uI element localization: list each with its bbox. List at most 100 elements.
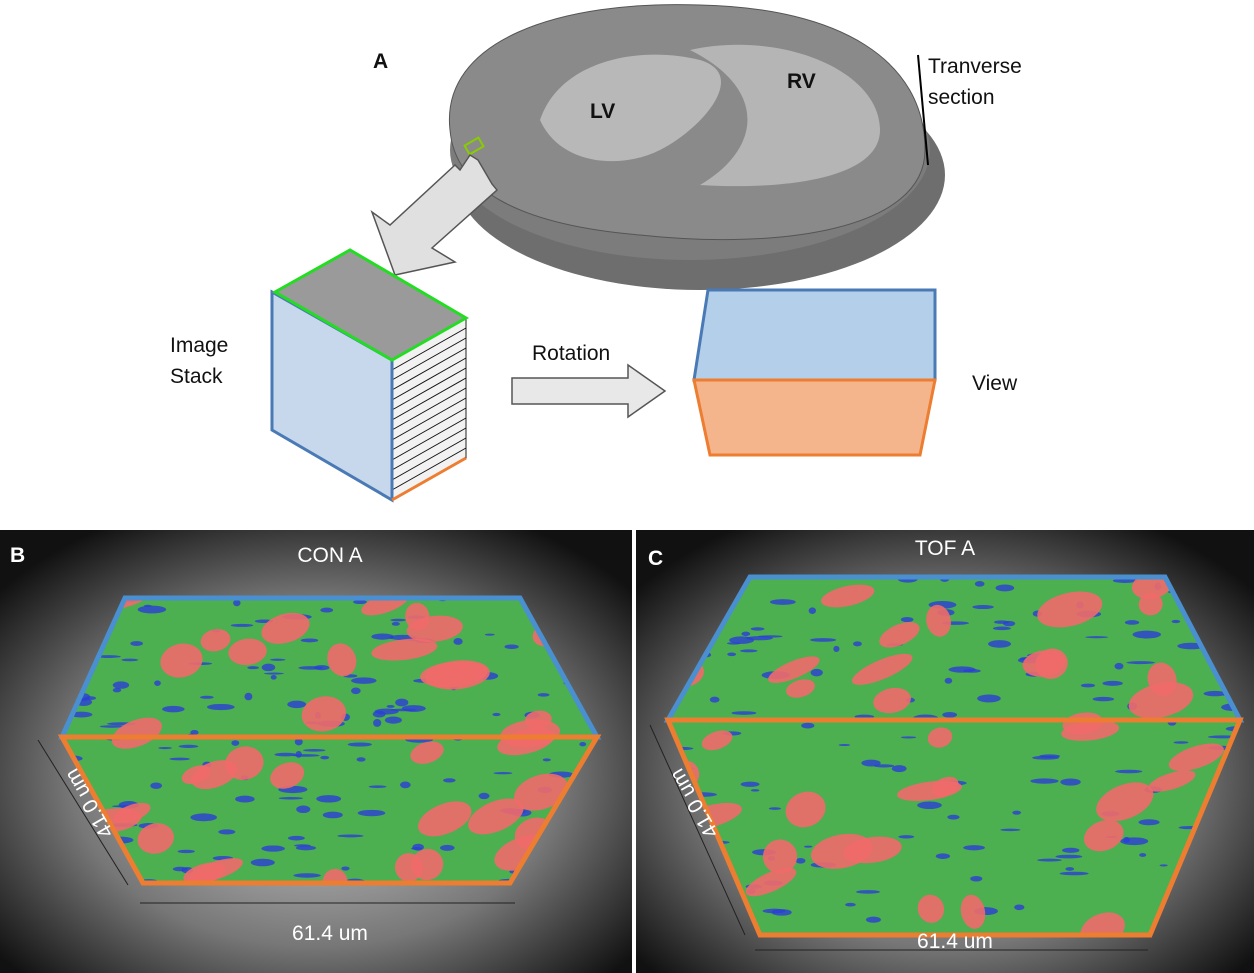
membrane-patch [443, 778, 455, 782]
membrane-patch [320, 608, 333, 613]
membrane-patch [341, 866, 349, 870]
membrane-patch [358, 810, 386, 816]
membrane-patch [144, 605, 152, 607]
membrane-patch [1030, 778, 1058, 783]
membrane-patch [400, 782, 411, 789]
rv-label: RV [787, 70, 816, 93]
membrane-patch [279, 797, 303, 800]
membrane-patch [288, 836, 305, 841]
membrane-patch [809, 607, 816, 614]
membrane-patch [392, 622, 400, 626]
membrane-patch [751, 627, 765, 630]
membrane-patch [351, 687, 361, 694]
membrane-patch [270, 659, 285, 661]
membrane-patch [178, 850, 195, 853]
membrane-patch [390, 619, 406, 622]
membrane-patch [804, 846, 813, 848]
membrane-patch [579, 742, 586, 746]
membrane-patch [294, 844, 311, 847]
membrane-patch [1000, 829, 1020, 831]
membrane-patch [769, 807, 781, 810]
membrane-patch [1115, 770, 1142, 773]
membrane-patch [856, 890, 880, 894]
membrane-patch [727, 652, 736, 656]
membrane-patch [801, 723, 814, 729]
membrane-patch [453, 638, 462, 645]
membrane-patch [942, 712, 957, 718]
membrane-patch [917, 801, 942, 809]
membrane-patch [200, 696, 214, 699]
page: A LV RV Tranverse section Image Stack Ro… [0, 0, 1254, 973]
membrane-patch [293, 873, 320, 877]
membrane-patch [1085, 636, 1108, 638]
figure: A LV RV Tranverse section Image Stack Ro… [0, 0, 1254, 973]
membrane-patch [796, 858, 806, 864]
membrane-patch [169, 758, 190, 761]
membrane-patch [121, 659, 138, 662]
membrane-patch [1059, 872, 1088, 875]
membrane-patch [247, 666, 259, 669]
membrane-patch [357, 757, 366, 761]
membrane-patch [1093, 697, 1114, 701]
membrane-patch [298, 666, 323, 670]
membrane-patch [1102, 681, 1122, 686]
membrane-patch [810, 638, 836, 642]
membrane-patch [351, 677, 376, 684]
membrane-patch [751, 789, 760, 791]
membrane-patch [963, 845, 985, 850]
membrane-patch [207, 704, 235, 710]
membrane-patch [975, 581, 985, 587]
membrane-patch [538, 693, 550, 696]
view-bottom [694, 380, 935, 455]
membrane-patch [1133, 631, 1161, 639]
membrane-patch [479, 793, 490, 799]
membrane-patch [323, 812, 343, 819]
membrane-patch [190, 813, 217, 821]
membrane-patch [1081, 684, 1095, 688]
width-label: 61.4 um [292, 922, 368, 945]
membrane-patch [233, 600, 240, 606]
membrane-patch [741, 782, 760, 787]
membrane-patch [770, 599, 796, 605]
membrane-patch [130, 641, 143, 646]
panel-label: C [648, 547, 663, 570]
membrane-patch [100, 725, 124, 727]
membrane-patch [993, 627, 1011, 631]
membrane-patch [231, 624, 253, 627]
membrane-patch [866, 917, 881, 923]
membrane-patch [179, 745, 199, 748]
membrane-patch [218, 829, 235, 834]
membrane-patch [493, 772, 512, 774]
membrane-patch [113, 681, 129, 688]
membrane-patch [296, 751, 302, 758]
membrane-patch [963, 669, 981, 673]
membrane-patch [262, 664, 275, 672]
membrane-patch [504, 644, 518, 649]
membrane-patch [763, 909, 786, 914]
membrane-patch [244, 693, 252, 701]
membrane-patch [1037, 859, 1062, 862]
membrane-patch [740, 649, 758, 652]
membrane-patch [440, 845, 455, 851]
membrane-patch [1055, 855, 1082, 859]
membrane-patch [839, 744, 851, 746]
membrane-patch [970, 876, 982, 882]
membrane-patch [1123, 837, 1130, 843]
membrane-patch [977, 695, 1001, 703]
image-stack [272, 250, 466, 500]
membrane-patch [231, 740, 239, 746]
membrane-patch [731, 711, 756, 715]
membrane-patch [853, 641, 862, 646]
membrane-patch [994, 620, 1009, 624]
membrane-patch [1139, 853, 1146, 857]
membrane-patch [395, 699, 408, 707]
panel-label: B [10, 544, 25, 567]
membrane-patch [710, 697, 720, 703]
heart-section [372, 5, 945, 290]
membrane-patch [150, 782, 162, 788]
membrane-patch [811, 669, 823, 676]
membrane-patch [390, 709, 416, 712]
membrane-patch [296, 805, 310, 813]
membrane-patch [833, 646, 839, 652]
panel-label: A [373, 50, 388, 73]
